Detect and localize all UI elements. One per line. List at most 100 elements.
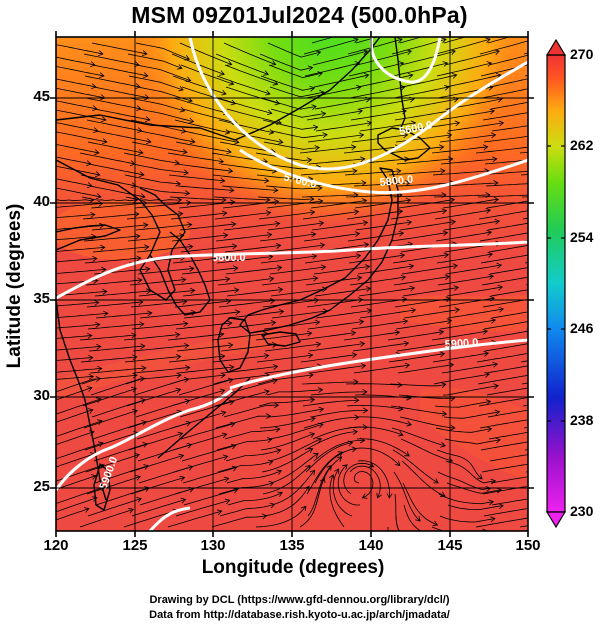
streamline-arrowhead bbox=[99, 72, 105, 79]
streamline bbox=[129, 97, 185, 112]
streamline bbox=[183, 130, 239, 143]
streamline bbox=[94, 290, 151, 297]
streamline-arrowhead bbox=[228, 80, 235, 86]
streamline bbox=[307, 321, 364, 330]
streamline-arrowhead bbox=[354, 61, 361, 67]
streamline-arrowhead bbox=[221, 210, 228, 217]
streamline-arrowhead bbox=[128, 507, 134, 514]
streamline bbox=[260, 433, 315, 451]
streamline-arrowhead bbox=[312, 275, 319, 282]
streamline bbox=[56, 420, 103, 437]
streamline bbox=[137, 267, 194, 275]
streamline bbox=[222, 379, 278, 396]
streamline-arrowhead bbox=[176, 197, 183, 204]
streamline-arrowhead bbox=[538, 50, 543, 55]
streamline bbox=[445, 460, 496, 484]
streamline-arrowhead bbox=[176, 354, 182, 360]
streamline bbox=[433, 194, 491, 198]
streamline-arrowhead bbox=[537, 362, 542, 367]
streamline bbox=[221, 366, 278, 374]
streamline bbox=[211, 333, 268, 341]
streamline bbox=[169, 196, 226, 201]
streamline bbox=[260, 75, 315, 91]
streamline bbox=[356, 438, 410, 457]
streamline-arrowhead bbox=[266, 109, 273, 116]
x-tick-label: 130 bbox=[200, 537, 226, 554]
streamline-arrowhead bbox=[230, 443, 237, 450]
streamline-arrowhead bbox=[139, 321, 145, 328]
streamline bbox=[214, 212, 271, 220]
streamline-arrowhead bbox=[449, 26, 454, 31]
streamline-arrowhead bbox=[277, 138, 284, 145]
streamline-arrowhead bbox=[265, 413, 272, 420]
streamline-arrowhead bbox=[366, 308, 373, 314]
streamline-arrowhead bbox=[334, 468, 340, 474]
streamline-arrowhead bbox=[234, 309, 241, 316]
streamline bbox=[85, 454, 140, 473]
streamline-arrowhead bbox=[268, 129, 275, 135]
streamline bbox=[87, 498, 142, 517]
streamline bbox=[441, 363, 498, 374]
streamline-arrowhead bbox=[272, 378, 278, 385]
axes-frame bbox=[50, 31, 534, 537]
streamline bbox=[480, 441, 528, 451]
streamline bbox=[436, 449, 483, 480]
streamline-arrowhead bbox=[585, 284, 590, 289]
streamline bbox=[224, 245, 281, 253]
contour-line-5600 bbox=[369, 37, 442, 84]
streamline-arrowhead bbox=[270, 320, 277, 326]
streamline-arrowhead bbox=[103, 310, 109, 317]
streamline bbox=[482, 299, 528, 308]
streamline bbox=[175, 322, 232, 330]
streamline bbox=[213, 196, 270, 201]
streamline bbox=[487, 37, 511, 44]
streamline bbox=[397, 364, 454, 374]
streamline-arrowhead bbox=[573, 207, 578, 212]
colorbar bbox=[545, 38, 567, 529]
streamline-arrowhead bbox=[498, 503, 504, 510]
streamline-arrowhead bbox=[347, 440, 354, 447]
streamline-arrowhead bbox=[178, 85, 184, 92]
streamline bbox=[266, 200, 323, 209]
streamline bbox=[92, 246, 149, 253]
streamline-arrowhead bbox=[405, 26, 410, 31]
streamline bbox=[484, 343, 528, 352]
streamline bbox=[83, 410, 138, 429]
streamline bbox=[56, 156, 91, 165]
streamline bbox=[442, 199, 499, 209]
streamline bbox=[56, 376, 94, 380]
streamline bbox=[348, 254, 405, 264]
streamline-arrowhead bbox=[227, 342, 234, 349]
streamline-arrowhead bbox=[265, 210, 272, 216]
streamline-arrowhead bbox=[536, 157, 541, 162]
streamline bbox=[399, 37, 423, 44]
streamline bbox=[446, 286, 503, 297]
streamline-arrowhead bbox=[440, 491, 446, 498]
streamline-arrowhead bbox=[143, 222, 149, 229]
streamline-arrowhead bbox=[482, 328, 489, 335]
streamline-arrowhead bbox=[306, 157, 313, 164]
streamline bbox=[135, 400, 190, 418]
streamline bbox=[491, 498, 528, 506]
streamline bbox=[435, 231, 492, 242]
streamline-arrowhead bbox=[350, 144, 357, 151]
streamline-arrowhead bbox=[446, 132, 453, 139]
streamline bbox=[353, 364, 410, 374]
streamline bbox=[351, 134, 408, 143]
streamline-arrowhead bbox=[362, 424, 368, 431]
streamline-arrowhead bbox=[90, 211, 96, 218]
streamline-arrowhead bbox=[314, 145, 320, 151]
streamline-arrowhead bbox=[140, 343, 146, 350]
streamline-arrowhead bbox=[305, 464, 311, 471]
streamline bbox=[86, 119, 142, 132]
streamline bbox=[56, 44, 103, 55]
streamline-arrowhead bbox=[266, 437, 273, 443]
streamline bbox=[484, 159, 528, 165]
streamline bbox=[436, 253, 493, 264]
streamline-arrowhead bbox=[221, 89, 227, 96]
streamline-arrowhead bbox=[266, 232, 273, 238]
streamline bbox=[179, 223, 236, 231]
streamline-arrowhead bbox=[533, 274, 538, 279]
streamline bbox=[86, 476, 141, 495]
streamline bbox=[56, 268, 106, 274]
